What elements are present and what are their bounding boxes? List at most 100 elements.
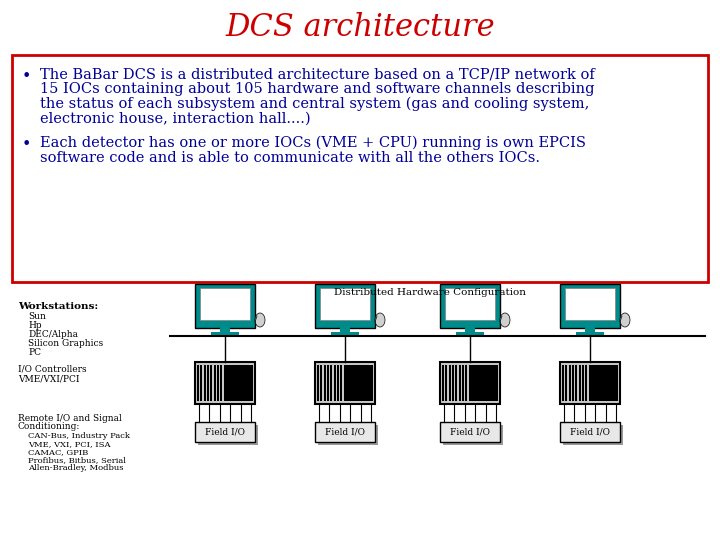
Text: the status of each subsystem and central system (gas and cooling system,: the status of each subsystem and central… xyxy=(40,97,590,111)
Bar xyxy=(572,365,574,401)
Bar xyxy=(589,365,590,401)
Bar xyxy=(317,365,319,401)
Bar xyxy=(560,284,620,328)
Text: CAN-Bus, Industry Pack: CAN-Bus, Industry Pack xyxy=(28,432,130,440)
Bar xyxy=(440,362,500,404)
Text: •: • xyxy=(22,136,32,153)
Bar xyxy=(452,365,454,401)
Bar xyxy=(585,326,595,334)
Bar xyxy=(331,332,359,336)
Bar xyxy=(318,425,378,445)
Ellipse shape xyxy=(375,313,385,327)
Bar xyxy=(320,365,322,401)
Text: Hp: Hp xyxy=(28,321,42,330)
Text: DEC/Alpha: DEC/Alpha xyxy=(28,330,78,339)
Bar xyxy=(211,332,239,336)
Text: PC: PC xyxy=(28,348,41,357)
Text: Field I/O: Field I/O xyxy=(570,428,610,436)
Bar xyxy=(195,362,255,404)
Text: Workstations:: Workstations: xyxy=(18,302,98,311)
Bar xyxy=(198,425,258,445)
Bar xyxy=(343,365,346,401)
Bar xyxy=(459,365,461,401)
Bar xyxy=(579,365,580,401)
Bar xyxy=(442,365,444,401)
Bar xyxy=(341,365,342,401)
Bar xyxy=(440,422,500,442)
Bar xyxy=(204,365,205,401)
Bar xyxy=(576,332,604,336)
Bar xyxy=(226,365,253,401)
Bar xyxy=(220,365,222,401)
Bar xyxy=(220,326,230,334)
Text: VME/VXI/PCI: VME/VXI/PCI xyxy=(18,374,79,383)
Bar xyxy=(440,284,500,328)
Bar xyxy=(565,365,567,401)
Text: Sun: Sun xyxy=(28,312,46,321)
Bar xyxy=(12,55,708,282)
Bar xyxy=(324,365,325,401)
Bar xyxy=(575,365,577,401)
Bar xyxy=(327,365,329,401)
Bar xyxy=(207,365,209,401)
Text: Profibus, Bitbus, Serial: Profibus, Bitbus, Serial xyxy=(28,456,126,464)
Ellipse shape xyxy=(620,313,630,327)
Bar xyxy=(471,365,498,401)
Ellipse shape xyxy=(255,313,265,327)
Bar xyxy=(333,365,336,401)
Bar xyxy=(210,365,212,401)
Bar xyxy=(315,422,375,442)
Bar xyxy=(214,365,215,401)
Bar xyxy=(200,288,250,320)
Text: electronic house, interaction hall....): electronic house, interaction hall....) xyxy=(40,111,310,125)
Text: 15 IOCs containing about 105 hardware and software channels describing: 15 IOCs containing about 105 hardware an… xyxy=(40,83,595,97)
Bar xyxy=(462,365,464,401)
Bar xyxy=(582,365,584,401)
Bar xyxy=(224,365,225,401)
Text: software code and is able to communicate with all the others IOCs.: software code and is able to communicate… xyxy=(40,151,540,165)
Bar xyxy=(315,284,375,328)
Bar xyxy=(456,332,484,336)
Text: DCS architecture: DCS architecture xyxy=(225,12,495,44)
Bar xyxy=(217,365,219,401)
Bar xyxy=(449,365,451,401)
Bar xyxy=(591,365,618,401)
Text: Remote I/O and Signal: Remote I/O and Signal xyxy=(18,414,122,423)
Bar xyxy=(337,365,339,401)
Text: Field I/O: Field I/O xyxy=(450,428,490,436)
Text: Field I/O: Field I/O xyxy=(205,428,245,436)
Bar xyxy=(562,365,564,401)
Text: Distributed Hardware Configuration: Distributed Hardware Configuration xyxy=(334,288,526,297)
Bar xyxy=(195,284,255,328)
Bar xyxy=(320,288,370,320)
Bar xyxy=(465,365,467,401)
Text: •: • xyxy=(22,68,32,85)
Text: Silicon Graphics: Silicon Graphics xyxy=(28,339,103,348)
Text: VME, VXI, PCI, ISA: VME, VXI, PCI, ISA xyxy=(28,440,110,448)
Bar xyxy=(565,288,615,320)
Bar xyxy=(315,362,375,404)
Bar xyxy=(446,365,447,401)
Text: The BaBar DCS is a distributed architecture based on a TCP/IP network of: The BaBar DCS is a distributed architect… xyxy=(40,68,595,82)
Bar xyxy=(443,425,503,445)
Text: Each detector has one or more IOCs (VME + CPU) running is own EPCIS: Each detector has one or more IOCs (VME … xyxy=(40,136,586,151)
Bar xyxy=(469,365,470,401)
Bar xyxy=(455,365,457,401)
Bar xyxy=(560,422,620,442)
Text: Field I/O: Field I/O xyxy=(325,428,365,436)
Bar xyxy=(465,326,475,334)
Ellipse shape xyxy=(500,313,510,327)
Bar xyxy=(346,365,373,401)
Text: Conditioning:: Conditioning: xyxy=(18,422,81,431)
Bar xyxy=(560,362,620,404)
Bar xyxy=(200,365,202,401)
Bar xyxy=(569,365,570,401)
Bar xyxy=(585,365,588,401)
Bar xyxy=(195,422,255,442)
Bar xyxy=(197,365,199,401)
Bar xyxy=(445,288,495,320)
Bar xyxy=(340,326,350,334)
Text: I/O Controllers: I/O Controllers xyxy=(18,365,86,374)
Text: Allen-Bradley, Modbus: Allen-Bradley, Modbus xyxy=(28,464,124,472)
Bar xyxy=(563,425,623,445)
